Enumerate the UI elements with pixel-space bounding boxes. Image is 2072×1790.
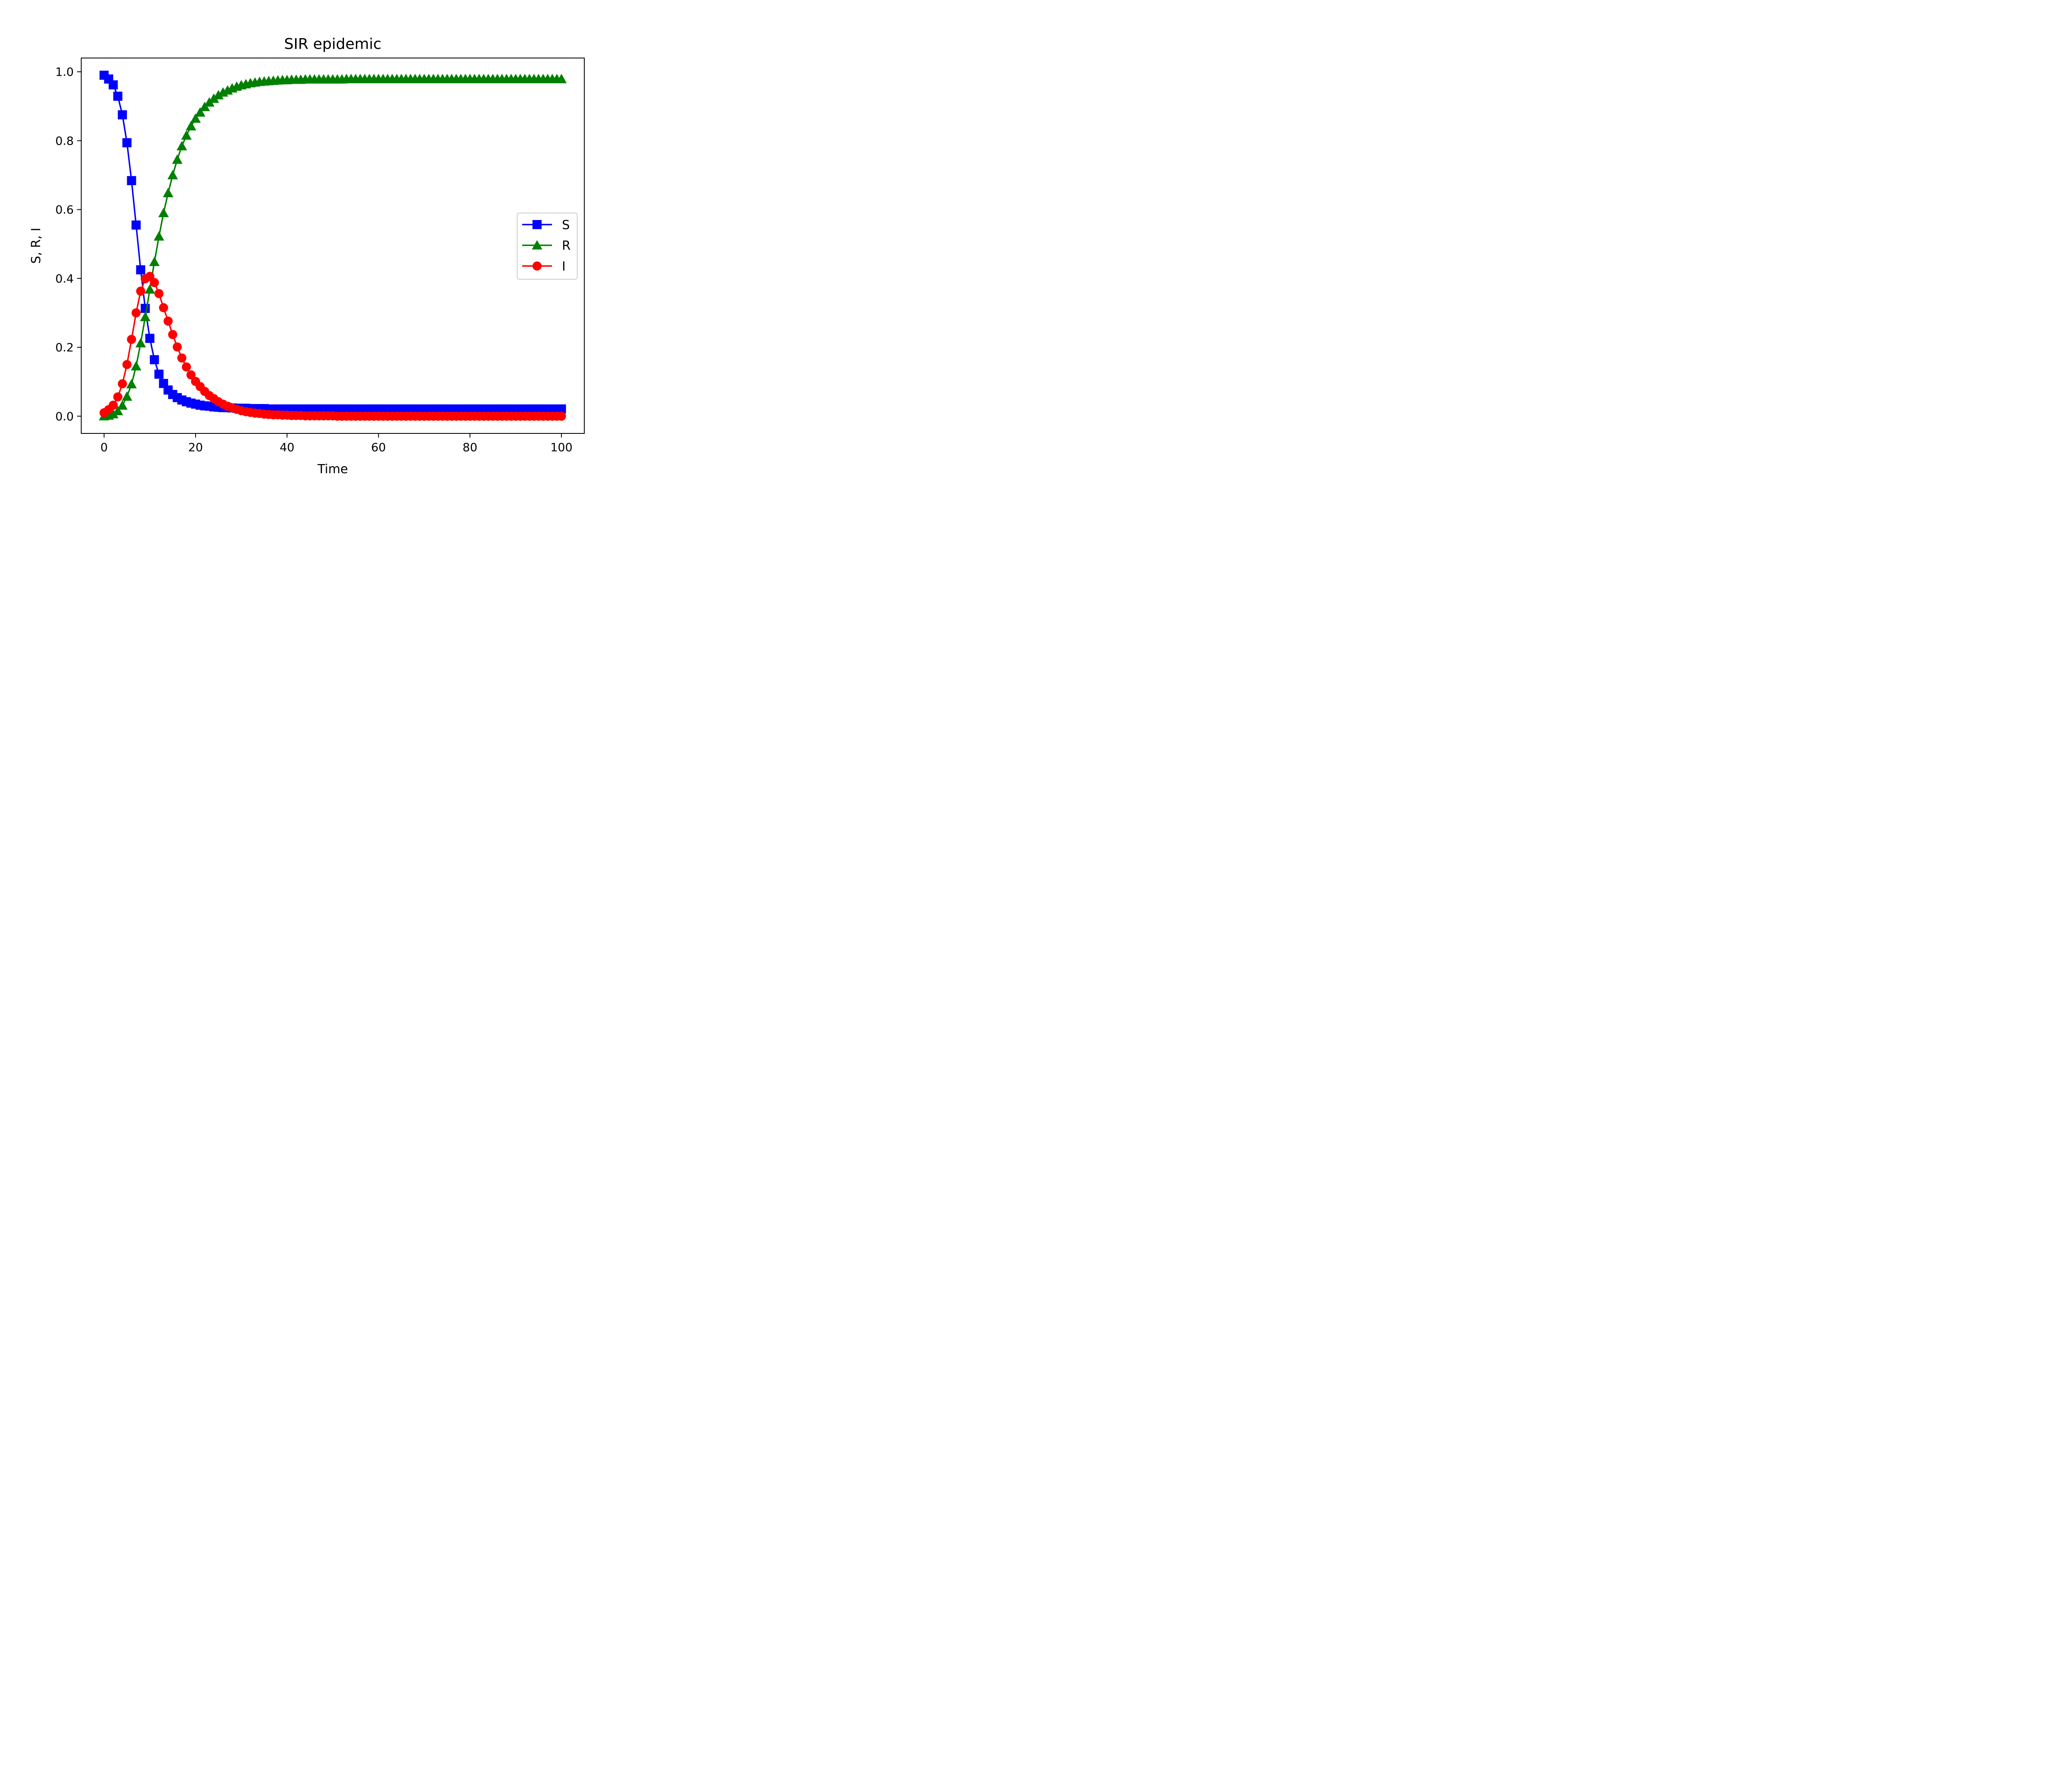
series-layer bbox=[99, 70, 567, 421]
data-point-i bbox=[154, 289, 164, 298]
data-point-i bbox=[131, 308, 141, 318]
data-point-r bbox=[208, 93, 219, 103]
data-point-r bbox=[556, 74, 567, 83]
y-tick-label: 0.4 bbox=[55, 272, 74, 285]
data-point-s bbox=[136, 265, 145, 275]
data-point-i bbox=[182, 362, 191, 372]
data-point-i bbox=[118, 379, 127, 389]
legend-label: R bbox=[562, 239, 571, 253]
data-point-i bbox=[113, 392, 123, 402]
legend-marker bbox=[532, 240, 542, 250]
data-point-r bbox=[172, 154, 183, 164]
data-point-r bbox=[186, 121, 196, 131]
legend: SRI bbox=[517, 213, 578, 280]
data-point-i bbox=[136, 286, 145, 296]
x-tick-label: 20 bbox=[188, 440, 203, 454]
x-tick-label: 80 bbox=[462, 440, 477, 454]
data-point-r bbox=[158, 208, 169, 218]
x-axis: 0 20 40 60 80 100 bbox=[100, 433, 573, 454]
data-point-i bbox=[159, 303, 168, 312]
data-point-s bbox=[131, 220, 141, 230]
sir-chart: SIR epidemic 0 20 40 60 80 100 0.00.20.40.60.… bbox=[0, 0, 641, 480]
y-tick-label: 0.6 bbox=[55, 203, 74, 217]
data-point-r bbox=[144, 284, 155, 294]
data-point-i bbox=[186, 370, 196, 380]
data-point-i bbox=[557, 411, 566, 421]
data-point-r bbox=[126, 379, 137, 389]
data-point-s bbox=[109, 80, 118, 90]
data-point-i bbox=[122, 360, 132, 369]
data-point-s bbox=[113, 92, 123, 101]
data-point-r bbox=[131, 361, 142, 371]
legend-label: S bbox=[562, 218, 570, 232]
y-tick-label: 0.8 bbox=[55, 134, 74, 148]
data-point-s bbox=[140, 304, 150, 313]
data-point-r bbox=[135, 338, 146, 348]
x-axis-label: Time bbox=[317, 462, 348, 477]
data-point-r bbox=[112, 406, 123, 416]
y-tick-label: 1.0 bbox=[55, 65, 74, 79]
data-point-s bbox=[118, 110, 127, 120]
data-point-s bbox=[557, 404, 566, 414]
data-point-i bbox=[150, 278, 159, 287]
data-point-i bbox=[109, 400, 118, 410]
data-point-s bbox=[150, 355, 159, 365]
plot-area bbox=[81, 58, 585, 434]
data-point-s bbox=[122, 138, 132, 148]
legend-entry-r: R bbox=[522, 239, 571, 253]
legend-entry-s: S bbox=[522, 218, 570, 232]
data-point-r bbox=[153, 231, 165, 241]
legend-marker bbox=[533, 261, 542, 271]
data-point-r bbox=[140, 312, 151, 322]
data-point-i bbox=[127, 335, 136, 344]
data-point-r bbox=[149, 256, 160, 266]
data-point-r bbox=[213, 90, 224, 99]
y-tick-label: 0.0 bbox=[55, 409, 74, 423]
legend-marker bbox=[533, 220, 542, 229]
legend-frame bbox=[517, 213, 578, 280]
data-point-r bbox=[181, 130, 192, 140]
data-point-r bbox=[190, 113, 201, 123]
data-point-i bbox=[168, 330, 177, 339]
data-point-r bbox=[108, 409, 119, 418]
chart-title: SIR epidemic bbox=[284, 36, 382, 53]
data-point-r bbox=[121, 391, 133, 401]
y-tick-label: 0.2 bbox=[55, 341, 74, 354]
x-tick-label: 60 bbox=[371, 440, 386, 454]
x-tick-label: 100 bbox=[550, 440, 572, 454]
data-point-i bbox=[163, 317, 173, 326]
y-axis: 0.0 0.2 0.4 0.6 0.8 1.0 bbox=[55, 65, 81, 423]
data-point-r bbox=[117, 400, 128, 410]
data-point-s bbox=[154, 370, 164, 379]
data-point-r bbox=[167, 169, 178, 179]
y-axis-label: S, R, I bbox=[29, 228, 44, 264]
data-point-s bbox=[127, 176, 136, 185]
data-point-i bbox=[177, 353, 186, 363]
legend-entry-i: I bbox=[522, 259, 566, 274]
data-point-i bbox=[172, 342, 182, 352]
legend-label: I bbox=[562, 259, 566, 274]
data-point-r bbox=[163, 188, 174, 197]
axes-frame bbox=[81, 58, 585, 434]
series-i bbox=[99, 271, 566, 421]
data-point-r bbox=[177, 141, 187, 150]
data-point-r bbox=[195, 107, 206, 117]
data-point-s bbox=[145, 334, 155, 343]
x-tick-label: 0 bbox=[100, 440, 108, 454]
x-tick-label: 40 bbox=[280, 440, 295, 454]
